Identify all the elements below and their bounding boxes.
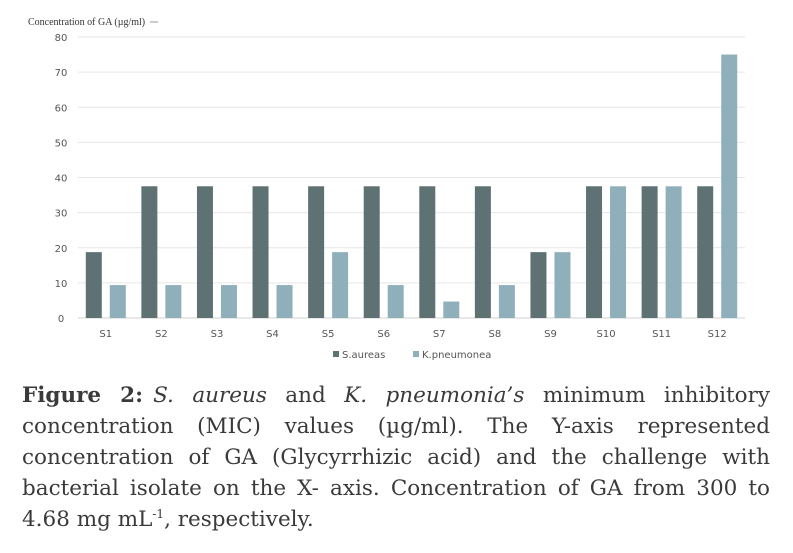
y-tick-label: 0 [58,314,64,325]
bar-S.aureas-S2 [141,186,158,318]
bar-S.aureas-S10 [586,186,603,318]
caption-species-2: K. pneumonia’s [344,383,525,408]
x-tick-label: S4 [266,329,279,340]
bar-K.pneumonea-S10 [610,186,627,318]
caption-label: Figure 2: [22,383,144,408]
bar-K.pneumonea-S4 [276,285,293,318]
y-tick-labels: 0 10 20 30 40 50 60 70 80 [55,33,68,325]
bar-S.aureas-S8 [474,186,491,318]
caption-and: and [266,383,345,408]
caption-superscript: -1 [152,507,165,521]
x-tick-label: S12 [708,329,727,340]
bar-S.aureas-S9 [530,252,547,318]
bar-K.pneumonea-S7 [443,301,460,318]
y-tick-label: 40 [55,174,68,185]
bar-S.aureas-S1 [85,252,102,318]
x-tick-labels: S1 S2 S3 S4 S5 S6 S7 S8 S9 S10 S11 S12 [99,329,726,340]
bar-S.aureas-S11 [641,186,658,318]
x-tick-label: S11 [652,329,671,340]
bar-S.aureas-S4 [252,186,269,318]
y-tick-label: 50 [55,138,68,149]
caption-text-2: , respectively. [164,507,314,532]
figure-caption: Figure 2: S. aureus and K. pneumonia’s mi… [22,380,770,535]
bar-K.pneumonea-S12 [721,54,738,318]
bar-K.pneumonea-S5 [332,252,349,318]
bar-S.aureas-S3 [196,186,213,318]
x-tick-label: S5 [322,329,335,340]
x-tick-label: S2 [155,329,168,340]
bars [85,54,738,318]
caption-species-1: S. aureus [153,383,267,408]
legend-swatch [333,351,339,357]
caption-text-1: minimum inhibitory concentration (MIC) v… [22,383,770,532]
x-tick-label: S6 [377,329,390,340]
y-tick-label: 60 [55,103,68,114]
x-tick-label: S8 [489,329,502,340]
x-tick-label: S3 [211,329,224,340]
bar-K.pneumonea-S6 [387,285,404,318]
y-tick-label: 20 [55,244,68,255]
y-tick-label: 10 [55,279,68,290]
y-axis-title: Concentration of GA (µg/ml) [28,17,145,28]
gridlines [78,36,745,319]
bar-K.pneumonea-S9 [554,252,571,318]
bar-S.aureas-S12 [697,186,714,318]
x-tick-label: S10 [597,329,616,340]
bar-K.pneumonea-S8 [498,285,515,318]
legend: S.aureas K.pneumonea [333,350,491,361]
legend-label: S.aureas [342,350,385,361]
bar-chart: Concentration of GA (µg/ml) 0 10 20 30 40 50 6… [28,17,745,361]
bar-K.pneumonea-S2 [165,285,182,318]
legend-swatch [413,351,419,357]
bar-K.pneumonea-S11 [665,186,682,318]
bar-K.pneumonea-S3 [220,285,237,318]
y-tick-label: 30 [55,209,68,220]
chart-area: Concentration of GA (µg/ml) 0 10 20 30 40 50 6… [28,17,745,361]
legend-label: K.pneumonea [422,350,491,361]
bar-K.pneumonea-S1 [109,285,126,318]
x-tick-label: S1 [99,329,112,340]
x-tick-label: S7 [433,329,446,340]
bar-S.aureas-S5 [308,186,325,318]
y-tick-label: 80 [55,33,68,44]
bar-S.aureas-S7 [419,186,436,318]
x-tick-label: S9 [544,329,557,340]
y-tick-label: 70 [55,68,68,79]
bar-S.aureas-S6 [363,186,380,318]
